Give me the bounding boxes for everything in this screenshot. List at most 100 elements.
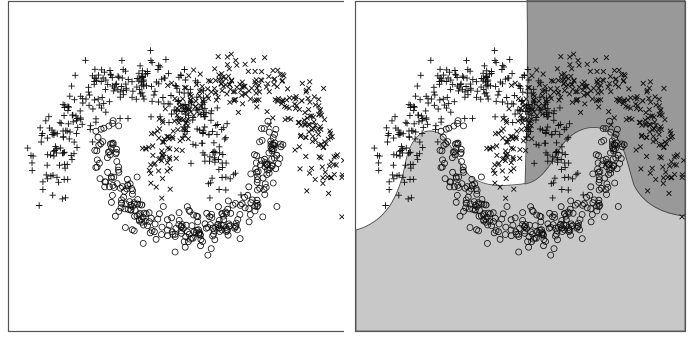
left-point-cross [333,162,339,168]
right-point-cross [575,57,581,64]
right-point-plus [457,81,464,88]
left-point-circle [247,170,255,178]
left-point-plus [192,77,199,84]
right-point-circle [602,186,610,194]
right-point-cross [642,117,648,123]
right-point-circle [586,191,594,199]
right-point-plus [443,78,450,85]
left-point-cross [164,133,170,140]
right-point-plus [441,101,448,109]
right-point-plus [375,167,382,174]
left-point-cross [316,154,322,160]
left-point-plus [79,121,86,128]
right-point-plus [423,114,430,122]
right-point-cross [613,76,619,82]
right-point-cross [647,79,654,85]
left-point-cross [161,139,167,145]
right-point-plus [473,94,480,101]
left-point-circle [110,184,118,191]
left-point-cross [159,139,166,145]
left-point-cross [187,100,194,106]
right-point-cross [634,93,640,100]
right-point-plus [411,135,419,143]
left-point-circle [223,209,231,217]
right-point-cross [626,86,632,92]
left-point-circle [141,217,149,225]
right-point-circle [558,217,566,224]
right-point-cross [494,152,500,159]
right-point-plus [431,91,438,99]
right-point-cross [548,77,555,84]
left-point-cross [218,81,224,87]
right-point-plus [495,88,503,95]
left-point-cross [166,156,173,162]
right-point-cross [656,103,663,109]
right-point-circle [595,168,602,176]
right-point-cross [626,115,632,122]
left-point-cross [264,108,270,115]
left-point-cross [328,159,334,165]
left-point-plus [72,112,80,120]
left-point-circle [128,226,136,234]
right-point-plus [437,119,445,126]
right-point-cross [668,159,675,165]
left-point-cross [293,96,299,102]
left-point-plus [206,158,213,165]
left-point-circle [126,198,134,206]
right-point-circle [467,200,474,208]
left-point-circle [94,133,102,141]
right-point-circle [550,245,558,253]
left-point-cross [164,82,171,89]
left-point-cross [286,105,293,111]
right-point-cross [662,169,669,175]
left-point-cross [274,83,280,90]
right-point-circle [478,196,486,203]
right-point-circle [595,176,603,184]
right-point-cross [621,98,627,105]
left-point-plus [107,71,115,79]
right-point-circle [599,157,607,164]
right-point-plus [405,101,413,108]
right-point-plus [406,134,413,141]
right-point-cross [620,77,627,84]
left-point-circle [158,231,165,238]
left-point-circle [225,220,233,228]
left-point-cross [184,117,190,124]
left-point-cross [148,180,154,186]
right-point-cross [522,147,529,154]
right-point-cross [530,106,536,113]
left-point-plus [55,179,62,186]
left-point-circle [93,156,101,164]
right-point-plus [447,86,454,93]
left-point-circle [93,163,101,171]
right-point-plus [449,81,456,88]
left-point-plus [61,176,68,183]
left-point-plus [29,167,36,174]
left-point-cross [224,54,231,60]
left-point-plus [92,119,100,126]
right-point-circle [475,227,483,235]
right-point-plus [392,124,399,132]
left-point-plus [98,78,105,85]
left-point-cross [254,104,260,110]
right-point-circle [547,251,555,259]
right-point-plus [565,159,572,167]
left-point-circle [169,230,177,238]
left-point-circle [111,212,119,220]
left-point-cross [271,81,277,88]
right-point-circle [450,122,458,130]
right-point-plus [398,143,405,150]
right-point-plus [521,71,528,79]
right-point-plus [459,73,466,80]
right-point-circle [597,184,605,192]
left-point-plus [65,120,72,127]
left-point-cross [218,70,225,77]
left-point-circle [138,201,146,209]
left-point-circle [259,213,267,221]
left-point-circle [136,209,144,217]
left-point-circle [268,155,276,163]
left-point-cross [325,136,332,142]
left-point-cross [165,145,171,151]
right-point-plus [389,171,396,179]
left-point-circle [104,168,111,176]
